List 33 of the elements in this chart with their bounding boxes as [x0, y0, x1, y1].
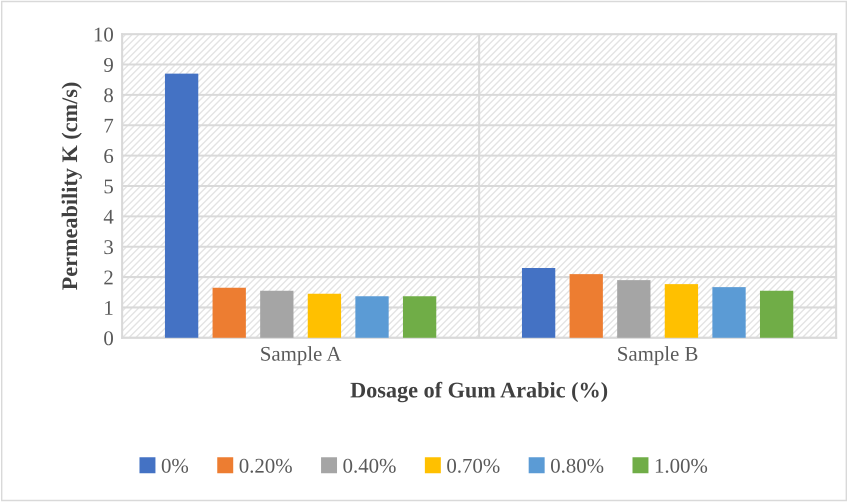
legend-label: 0.20% — [240, 458, 292, 473]
y-tick-label: 2 — [104, 270, 113, 284]
y-tick-label: 6 — [104, 149, 114, 164]
x-axis-title: Dosage of Gum Arabic (%) — [350, 382, 608, 402]
legend-label: 0% — [162, 458, 188, 473]
bar — [164, 74, 198, 338]
x-tick-label: Sample B — [618, 346, 698, 366]
bar — [522, 268, 556, 338]
bar — [212, 288, 246, 338]
y-tick-label: 4 — [104, 210, 114, 224]
bar — [617, 280, 650, 338]
y-tick-label: 7 — [104, 118, 114, 132]
y-tick-label: 1 — [105, 300, 113, 315]
y-tick-label: 8 — [104, 88, 113, 102]
y-tick-label: 9 — [104, 58, 113, 72]
y-axis-title: Permeability K (cm/s) — [62, 82, 82, 290]
y-tick-label: 5 — [104, 180, 113, 194]
y-tick-label: 0 — [104, 331, 113, 346]
legend-label: 0.40% — [343, 458, 396, 473]
bar — [260, 290, 294, 338]
legend-label: 0.70% — [447, 458, 500, 473]
y-tick-label: 10 — [94, 28, 113, 42]
legend-label: 1.00% — [656, 458, 708, 473]
bar — [760, 290, 794, 338]
bar — [402, 296, 436, 338]
bar — [308, 294, 342, 338]
bar — [570, 274, 603, 338]
legend-label: 0.80% — [551, 458, 604, 473]
bar — [664, 284, 698, 338]
x-tick-label: Sample A — [261, 346, 342, 366]
y-tick-label: 3 — [104, 240, 113, 254]
bar — [355, 296, 389, 338]
bar — [712, 287, 746, 338]
